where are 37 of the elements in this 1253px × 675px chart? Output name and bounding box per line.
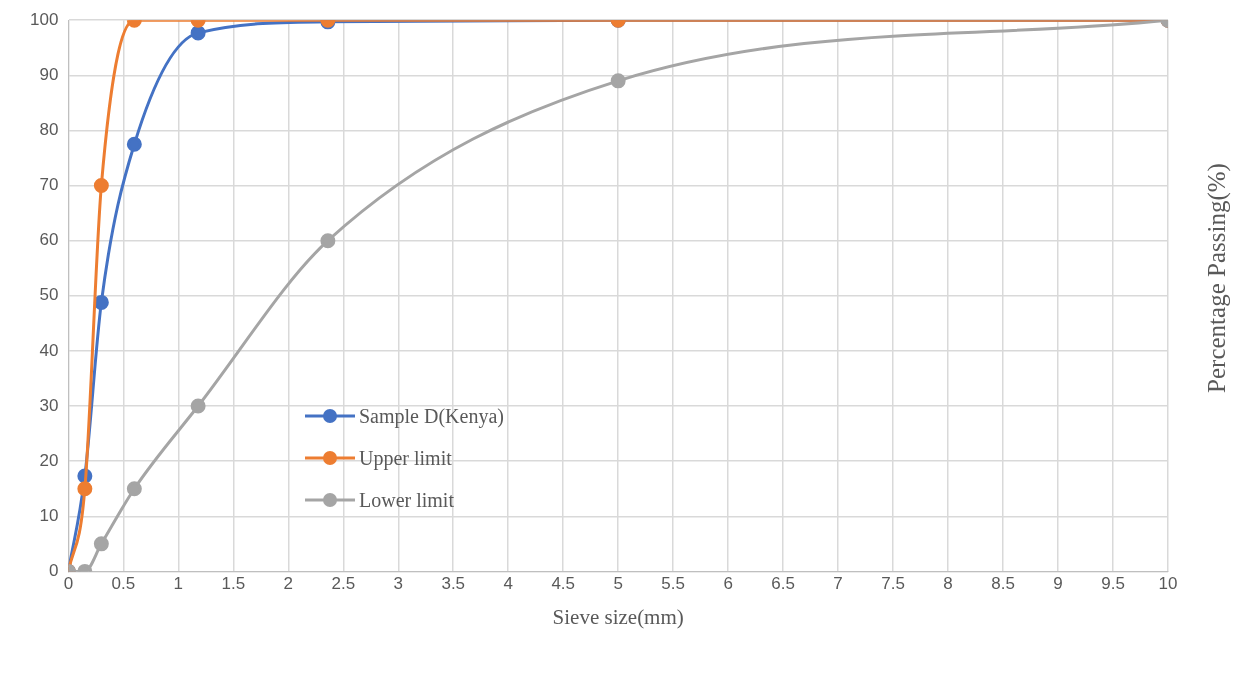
x-tick-label: 1.5	[221, 574, 246, 594]
x-tick-label: 5	[613, 574, 623, 594]
y-tick-label: 40	[39, 340, 59, 360]
x-tick-label: 6	[723, 574, 733, 594]
x-tick-label: 10	[1158, 574, 1178, 594]
x-tick-label: 6.5	[771, 574, 795, 594]
y-tick-label: 100	[29, 9, 59, 29]
x-tick-label: 0	[63, 574, 74, 594]
x-tick-label: 5.5	[661, 574, 685, 594]
x-tick-label: 8.5	[991, 574, 1015, 594]
x-tick-label: 8	[943, 574, 953, 594]
x-tick-label: 4	[503, 574, 513, 594]
y-tick-label: 90	[39, 65, 59, 85]
x-tick-label: 9	[1053, 574, 1063, 594]
legend-label: Upper limit	[359, 446, 452, 470]
y-tick-label: 80	[39, 120, 59, 140]
x-axis-title: Sieve size(mm)	[552, 604, 684, 629]
x-tick-label: 7	[833, 574, 843, 594]
x-tick-label: 9.5	[1101, 574, 1125, 594]
y-axis-title: Percentage Passing(%)	[1203, 162, 1231, 393]
y-tick-label: 10	[39, 505, 59, 525]
y-tick-label: 30	[39, 395, 59, 415]
x-tick-label: 2	[283, 574, 294, 594]
y-tick-label: 50	[39, 285, 59, 305]
y-tick-label: 60	[39, 230, 59, 250]
x-tick-label: 2.5	[331, 574, 356, 594]
legend-label: Sample D(Kenya)	[359, 404, 504, 428]
x-tick-label: 3.5	[441, 574, 466, 594]
legend-label: Lower limit	[359, 488, 454, 512]
x-tick-label: 1	[173, 574, 184, 594]
x-tick-label: 0.5	[111, 574, 136, 594]
y-tick-label: 0	[48, 561, 59, 581]
x-tick-label: 4.5	[551, 574, 576, 594]
y-tick-label: 70	[39, 175, 59, 195]
x-tick-label: 3	[393, 574, 403, 594]
y-tick-label: 20	[39, 450, 59, 470]
x-tick-label: 7.5	[881, 574, 905, 594]
